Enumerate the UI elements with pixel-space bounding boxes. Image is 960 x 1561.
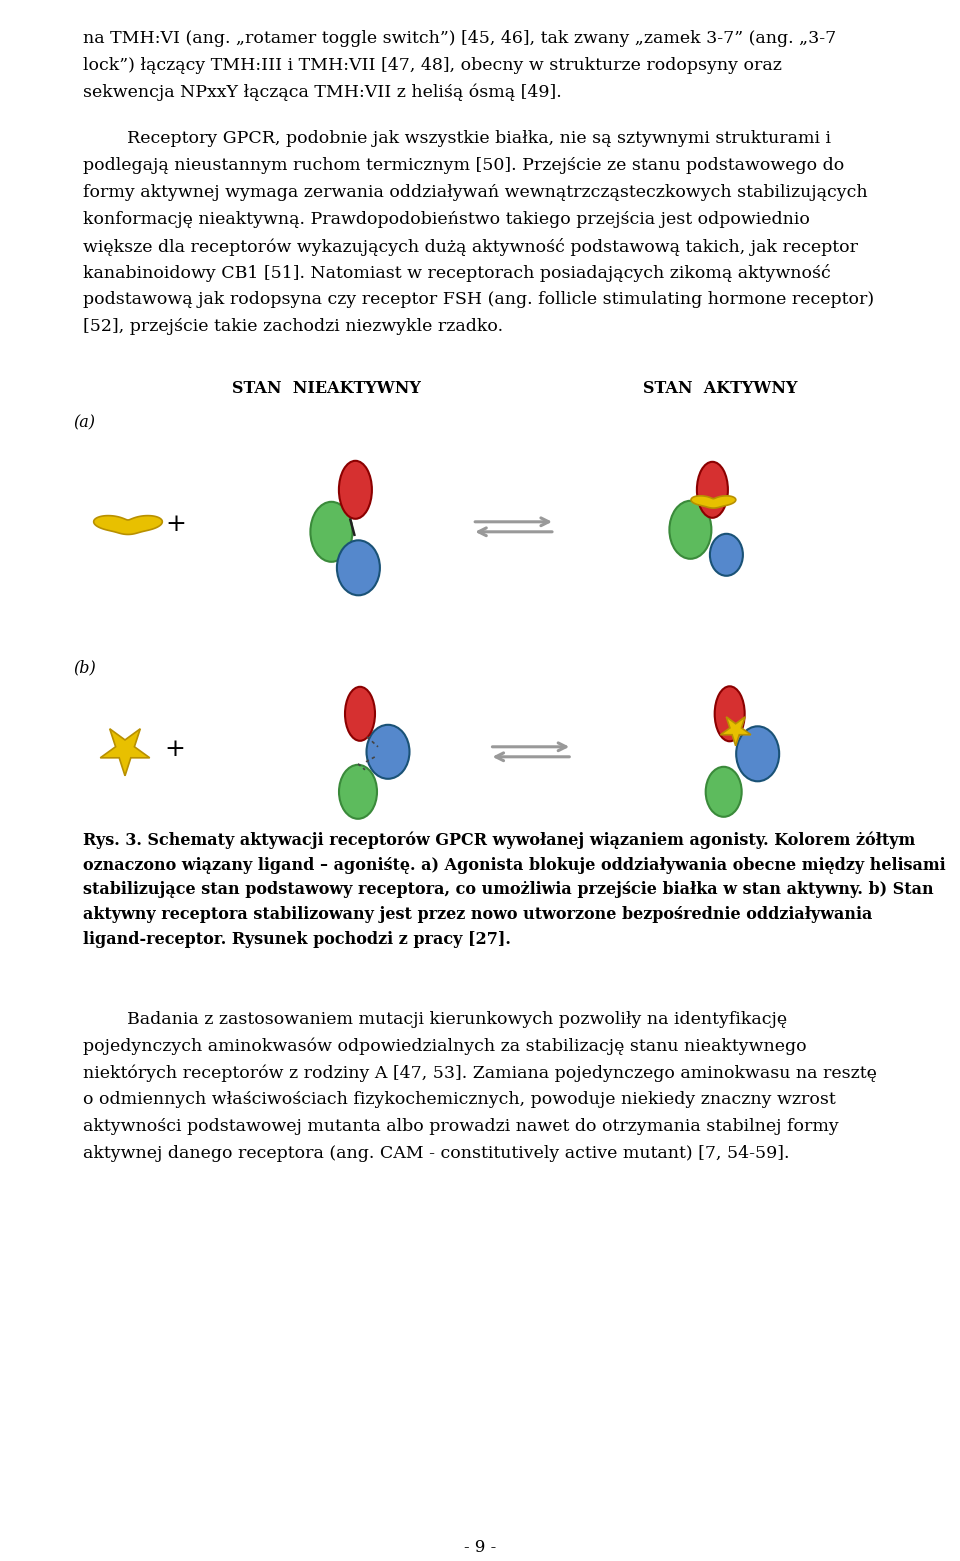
- Ellipse shape: [339, 460, 372, 518]
- Text: +: +: [165, 514, 186, 537]
- Text: na TMH:VI (ang. „rotamer toggle switch”) [45, 46], tak zwany „zamek 3-7” (ang. „: na TMH:VI (ang. „rotamer toggle switch”)…: [83, 30, 836, 47]
- Ellipse shape: [714, 687, 745, 741]
- Text: aktywnej danego receptora (ang. CAM - constitutively active mutant) [7, 54-59].: aktywnej danego receptora (ang. CAM - co…: [83, 1144, 789, 1161]
- Text: aktywności podstawowej mutanta albo prowadzi nawet do otrzymania stabilnej formy: aktywności podstawowej mutanta albo prow…: [83, 1118, 839, 1135]
- Text: sekwencja NPxxY łącząca TMH:VII z heliśą ósmą [49].: sekwencja NPxxY łącząca TMH:VII z heliśą…: [83, 84, 562, 101]
- Text: - 9 -: - 9 -: [464, 1539, 496, 1556]
- Ellipse shape: [337, 540, 380, 595]
- Ellipse shape: [709, 534, 743, 576]
- Text: konformację nieaktywną. Prawdopodobieństwo takiego przejścia jest odpowiednio: konformację nieaktywną. Prawdopodobieńst…: [83, 211, 810, 228]
- Polygon shape: [94, 515, 162, 534]
- Ellipse shape: [367, 724, 410, 779]
- Text: STAN  AKTYWNY: STAN AKTYWNY: [643, 379, 797, 396]
- Text: niektórych receptorów z rodziny A [47, 53]. Zamiana pojedynczego aminokwasu na r: niektórych receptorów z rodziny A [47, 5…: [83, 1065, 876, 1082]
- Text: ligand-receptor. Rysunek pochodzi z pracy [27].: ligand-receptor. Rysunek pochodzi z prac…: [83, 930, 511, 948]
- Text: podstawową jak rodopsyna czy receptor FSH (ang. follicle stimulating hormone rec: podstawową jak rodopsyna czy receptor FS…: [83, 292, 875, 308]
- Ellipse shape: [345, 687, 375, 741]
- Ellipse shape: [669, 501, 711, 559]
- Ellipse shape: [697, 462, 728, 518]
- Text: Rys. 3. Schematy aktywacji receptorów GPCR wywołanej wiązaniem agonisty. Kolorem: Rys. 3. Schematy aktywacji receptorów GP…: [83, 832, 915, 849]
- Text: stabilizujące stan podstawowy receptora, co umożliwia przejście białka w stan ak: stabilizujące stan podstawowy receptora,…: [83, 882, 934, 899]
- Ellipse shape: [310, 501, 352, 562]
- Text: +: +: [164, 738, 185, 762]
- Polygon shape: [691, 496, 735, 507]
- Ellipse shape: [736, 726, 780, 782]
- Text: STAN  NIEAKTYWNY: STAN NIEAKTYWNY: [232, 379, 420, 396]
- Text: [52], przejście takie zachodzi niezwykle rzadko.: [52], przejście takie zachodzi niezwykle…: [83, 318, 503, 336]
- Text: (a): (a): [73, 415, 95, 432]
- Text: Receptory GPCR, podobnie jak wszystkie białka, nie są sztywnymi strukturami i: Receptory GPCR, podobnie jak wszystkie b…: [83, 131, 831, 147]
- Ellipse shape: [706, 766, 742, 816]
- Polygon shape: [720, 716, 751, 746]
- Text: podlegają nieustannym ruchom termicznym [50]. Przejście ze stanu podstawowego do: podlegają nieustannym ruchom termicznym …: [83, 158, 844, 175]
- Ellipse shape: [339, 765, 377, 820]
- Text: aktywny receptora stabilizowany jest przez nowo utworzone bezpośrednie oddziaływ: aktywny receptora stabilizowany jest prz…: [83, 907, 873, 923]
- Polygon shape: [100, 729, 150, 776]
- Text: o odmiennych właściwościach fizykochemicznych, powoduje niekiedy znaczny wzrost: o odmiennych właściwościach fizykochemic…: [83, 1091, 836, 1108]
- Text: Badania z zastosowaniem mutacji kierunkowych pozwoliły na identyfikację: Badania z zastosowaniem mutacji kierunko…: [83, 1012, 787, 1027]
- Text: formy aktywnej wymaga zerwania oddziaływań wewnątrzcząsteczkowych stabilizującyc: formy aktywnej wymaga zerwania oddziaływ…: [83, 184, 868, 201]
- Text: pojedynczych aminokwasów odpowiedzialnych za stabilizację stanu nieaktywnego: pojedynczych aminokwasów odpowiedzialnyc…: [83, 1038, 806, 1055]
- Text: kanabinoidowy CB1 [51]. Natomiast w receptorach posiadających zikomą aktywność: kanabinoidowy CB1 [51]. Natomiast w rece…: [83, 264, 830, 283]
- Text: oznaczono wiązany ligand – agoniśtę. a) Agonista blokuje oddziaływania obecne mi: oznaczono wiązany ligand – agoniśtę. a) …: [83, 857, 946, 874]
- Text: lock”) łączący TMH:III i TMH:VII [47, 48], obecny w strukturze rodopsyny oraz: lock”) łączący TMH:III i TMH:VII [47, 48…: [83, 56, 781, 73]
- Text: (b): (b): [73, 660, 96, 677]
- Text: większe dla receptorów wykazujących dużą aktywność podstawową takich, jak recept: większe dla receptorów wykazujących dużą…: [83, 237, 858, 256]
